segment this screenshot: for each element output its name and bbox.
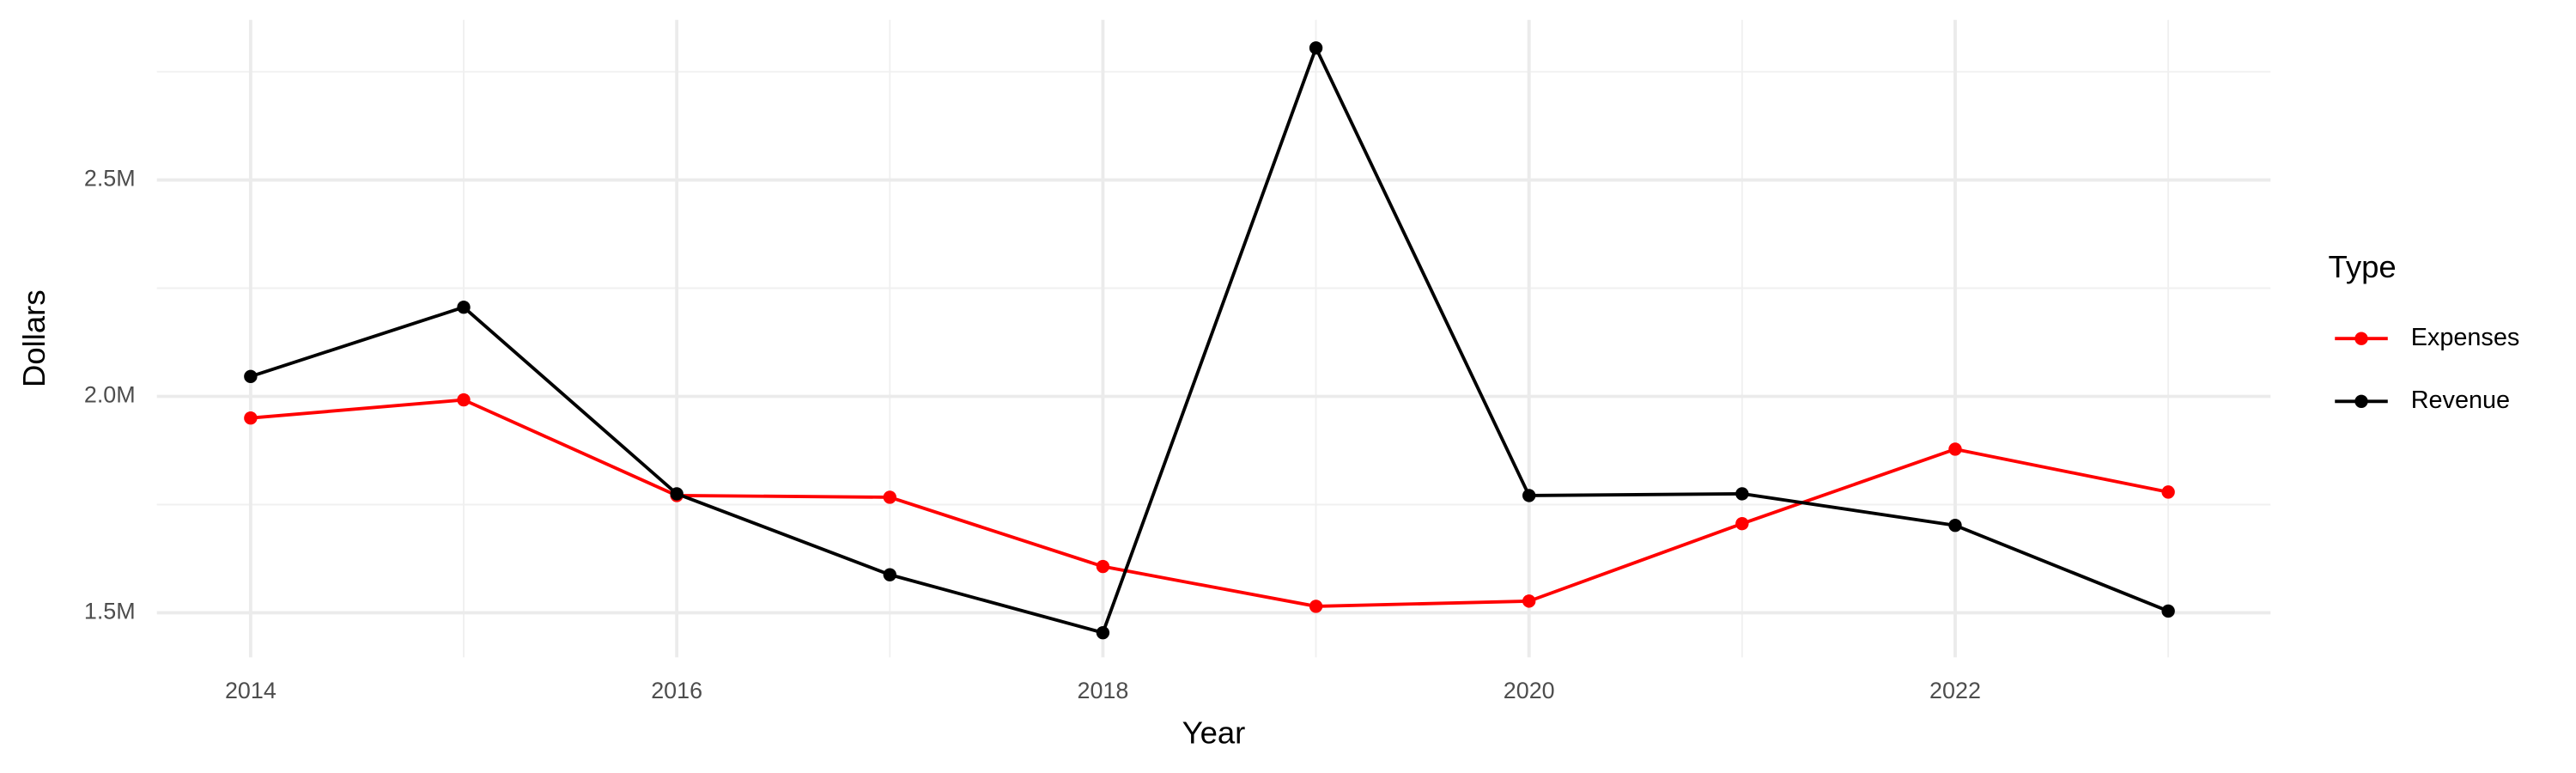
y-axis-title: Dollars [16, 289, 52, 387]
series-line [250, 43, 2169, 635]
x-tick-label: 2016 [651, 678, 702, 703]
point [1735, 487, 1749, 501]
point [1948, 518, 1962, 533]
point [244, 369, 258, 384]
point [1096, 559, 1110, 574]
x-tick-label: 2022 [1929, 678, 1981, 703]
point [1309, 600, 1323, 613]
point [457, 393, 471, 407]
point [1735, 516, 1749, 531]
point [244, 411, 258, 425]
point [883, 490, 896, 504]
point [883, 568, 896, 581]
y-tick-label: 1.5M [84, 599, 136, 624]
point [670, 487, 683, 501]
point [1096, 625, 1110, 640]
series-line [250, 398, 2169, 608]
legend-key-point [2354, 332, 2368, 345]
point [1309, 41, 1323, 55]
legend-title: Type [2329, 249, 2397, 284]
x-tick-label: 2014 [225, 678, 276, 703]
point [2161, 485, 2175, 499]
x-tick-label: 2020 [1504, 678, 1555, 703]
point [1948, 442, 1962, 456]
point [1522, 594, 1536, 608]
point [457, 301, 471, 314]
legend-label: Expenses [2411, 324, 2520, 351]
legend-label: Revenue [2411, 386, 2510, 414]
point [1522, 489, 1536, 502]
y-tick-label: 2.5M [84, 166, 136, 192]
x-tick-label: 2018 [1077, 678, 1128, 703]
x-axis-title: Year [1182, 715, 1246, 750]
legend-key-point [2354, 394, 2368, 408]
y-tick-label: 2.0M [84, 382, 136, 408]
point [2161, 604, 2175, 618]
